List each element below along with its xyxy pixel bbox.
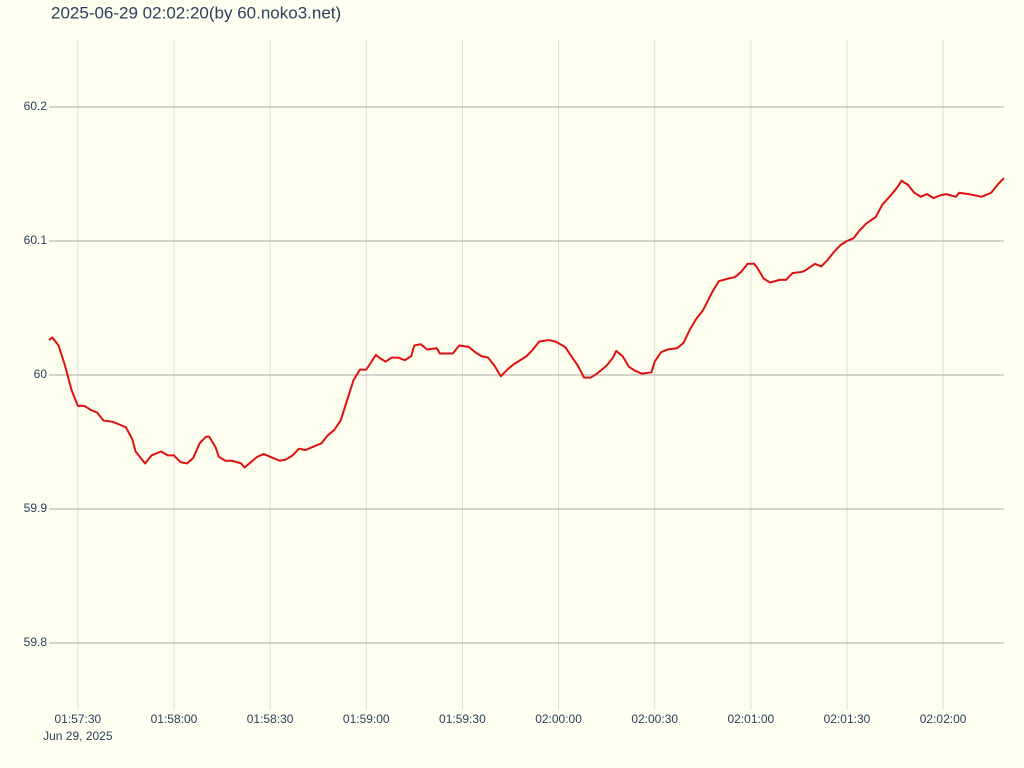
x-tick-label: 01:59:00 [343,712,390,726]
x-tick-label: 01:59:30 [439,712,486,726]
x-tick-label: 02:00:00 [535,712,582,726]
x-tick-label: 01:58:00 [151,712,198,726]
y-tick-label: 59.9 [24,501,48,515]
x-date-label: Jun 29, 2025 [43,729,113,743]
x-tick-label: 02:01:30 [824,712,871,726]
x-tick-label: 02:01:00 [727,712,774,726]
y-tick-label: 60 [34,367,48,381]
x-tick-label: 02:02:00 [920,712,967,726]
price-line [48,177,1005,469]
x-tick-label: 02:00:30 [631,712,678,726]
y-tick-label: 60.1 [24,233,48,247]
chart-title: 2025-06-29 02:02:20(by 60.noko3.net) [51,3,341,22]
x-tick-label: 01:57:30 [54,712,101,726]
y-tick-label: 60.2 [24,99,48,113]
y-tick-label: 59.8 [24,635,48,649]
x-tick-label: 01:58:30 [247,712,294,726]
